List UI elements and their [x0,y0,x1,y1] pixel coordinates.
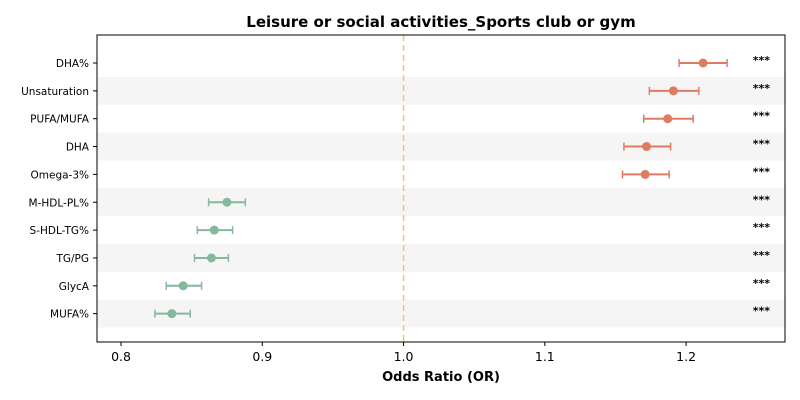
or-point [698,58,708,68]
or-point [178,281,188,291]
or-point [642,142,652,152]
or-point [209,225,219,235]
row-shade [97,299,785,328]
chart-title: Leisure or social activities_Sports club… [246,13,635,31]
or-point [663,114,673,124]
significance-label: *** [753,221,771,234]
or-point [167,309,177,319]
significance-label: *** [753,54,771,67]
row-shade [97,188,785,217]
or-point [668,86,678,96]
y-tick-label: Omega-3% [31,169,90,181]
significance-label: *** [753,82,771,95]
x-tick-label: 1.1 [535,349,555,364]
x-tick-label: 1.0 [394,349,414,364]
y-tick-label: Unsaturation [21,86,89,98]
plot-area: DHA% *** Unsaturation *** PUFA/MUFA *** DHA ***… [21,34,786,364]
significance-label: *** [753,277,771,290]
y-tick-label: M-HDL-PL% [29,197,89,209]
significance-label: *** [753,165,771,178]
y-tick-label: DHA [66,142,90,154]
axes-frame [96,34,786,343]
significance-label: *** [753,110,771,123]
significance-label: *** [753,249,771,262]
row-shade [97,132,785,161]
significance-label: *** [753,193,771,206]
x-tick-label: 1.2 [676,349,696,364]
significance-label: *** [753,138,771,151]
y-tick-label: S-HDL-TG% [30,225,89,237]
or-point [640,169,650,179]
significance-label: *** [753,305,771,318]
x-axis-label: Odds Ratio (OR) [382,370,500,385]
or-point [222,197,232,207]
y-tick-label: DHA% [56,58,89,70]
y-tick-label: GlycA [59,281,90,293]
x-tick-label: 0.8 [111,349,131,364]
y-tick-label: TG/PG [55,253,89,265]
or-point [206,253,216,263]
y-tick-label: MUFA% [50,309,89,321]
x-tick-label: 0.9 [252,349,272,364]
y-tick-label: PUFA/MUFA [30,114,90,126]
